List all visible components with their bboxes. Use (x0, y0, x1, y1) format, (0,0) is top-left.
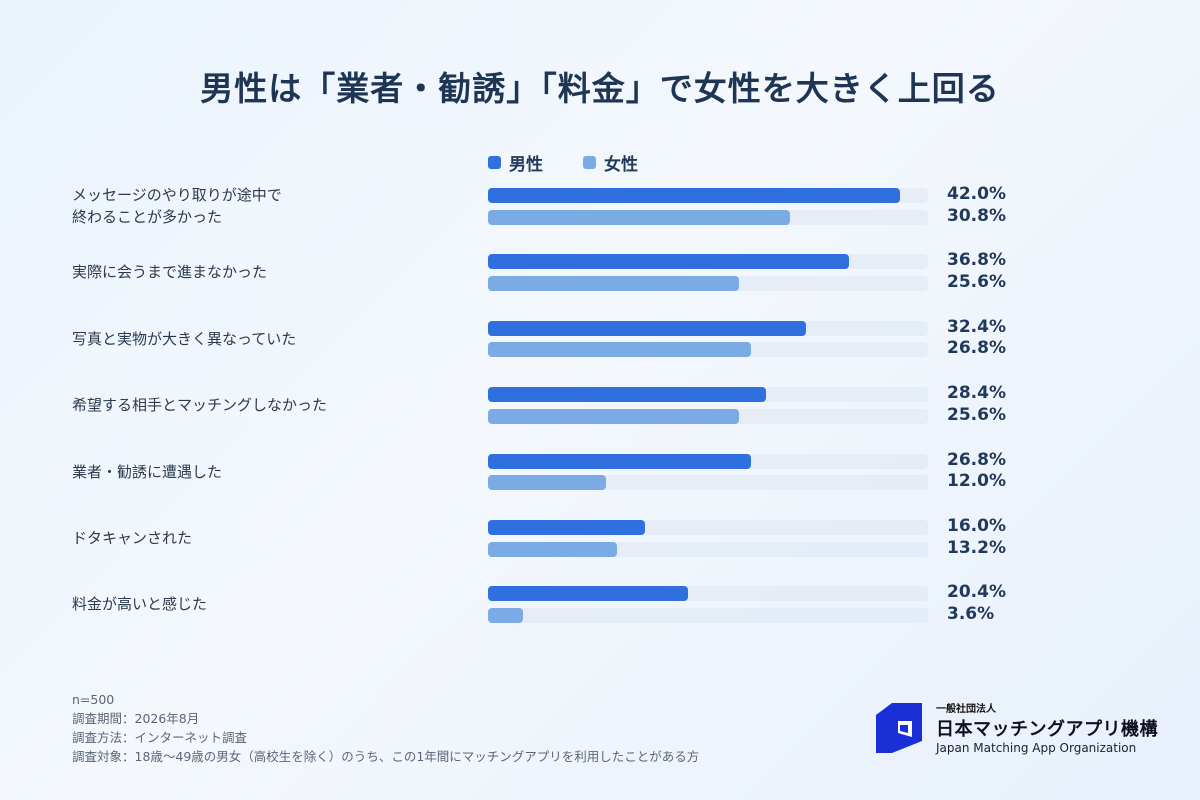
bar-male (488, 520, 645, 535)
bar-track-female (488, 607, 928, 623)
legend-swatch-male (488, 156, 501, 169)
value-label-male: 26.8% (947, 449, 1006, 470)
note-sample-size: n=500 (72, 692, 115, 707)
bar-male (488, 254, 849, 270)
note-period: 調査期間：2026年8月 (72, 711, 200, 726)
legend-item-male: 男性 (488, 150, 543, 175)
note-method: 調査方法：インターネット調査 (72, 730, 248, 745)
legend-item-female: 女性 (583, 150, 638, 175)
value-label-male: 16.0% (947, 516, 1006, 536)
legend-label-female: 女性 (604, 155, 638, 175)
org-logo: 一般社団法人 日本マッチングアプリ機構 Japan Matching App O… (876, 700, 1158, 755)
value-label-female: 25.6% (947, 271, 1006, 292)
category-label: 業者・勧誘に遭遇した (72, 462, 223, 481)
bar-female (488, 475, 606, 491)
value-label-male: 32.4% (947, 316, 1006, 337)
value-label-female: 13.2% (947, 537, 1006, 558)
category-label: ドタキャンされた (72, 529, 193, 547)
org-name-en: Japan Matching App Organization (936, 741, 1137, 755)
legend-swatch-female (583, 156, 596, 169)
bar-male (488, 586, 688, 602)
value-label-female: 30.8% (947, 205, 1006, 226)
bar-female (488, 607, 524, 623)
legend-label-male: 男性 (509, 155, 543, 175)
category-label: 希望する相手とマッチングしなかった (72, 396, 328, 415)
category-label: 写真と実物が大きく異なっていた (72, 329, 297, 348)
category-label: メッセージのやり取りが途中で 終わることが多かった (72, 186, 282, 226)
value-label-male: 28.4% (947, 383, 1006, 404)
bar-female (488, 408, 739, 424)
bar-male (488, 453, 751, 469)
bar-female (488, 209, 790, 225)
note-target: 調査対象：18歳〜49歳の男女（高校生を除く）のうち、この1年間にマッチングアプ… (72, 749, 700, 764)
value-label-female: 3.6% (947, 603, 995, 624)
org-name: 日本マッチングアプリ機構 (936, 719, 1158, 740)
value-label-female: 25.6% (947, 404, 1006, 425)
value-label-male: 42.0% (947, 184, 1006, 204)
value-label-male: 20.4% (947, 582, 1006, 603)
org-type: 一般社団法人 (936, 704, 996, 715)
chart-title: 男性は「業者・勧誘」「料金」で女性を大きく上回る (200, 69, 1000, 108)
bar-female (488, 275, 739, 291)
survey-notes: n=500 調査期間：2026年8月 調査方法：インターネット調査 調査対象：1… (72, 690, 699, 766)
bar-male (488, 188, 900, 203)
bar-female (488, 342, 751, 358)
legend: 男性 女性 (488, 150, 638, 175)
value-label-male: 36.8% (947, 250, 1006, 271)
value-label-female: 12.0% (947, 471, 1006, 492)
value-label-female: 26.8% (947, 338, 1006, 359)
bar-male (488, 320, 806, 336)
org-logo-icon (876, 702, 922, 753)
category-label: 料金が高いと感じた (72, 595, 208, 614)
bar-female (488, 541, 618, 557)
bar-male (488, 387, 767, 403)
category-label: 実際に会うまで進まなかった (72, 263, 268, 282)
